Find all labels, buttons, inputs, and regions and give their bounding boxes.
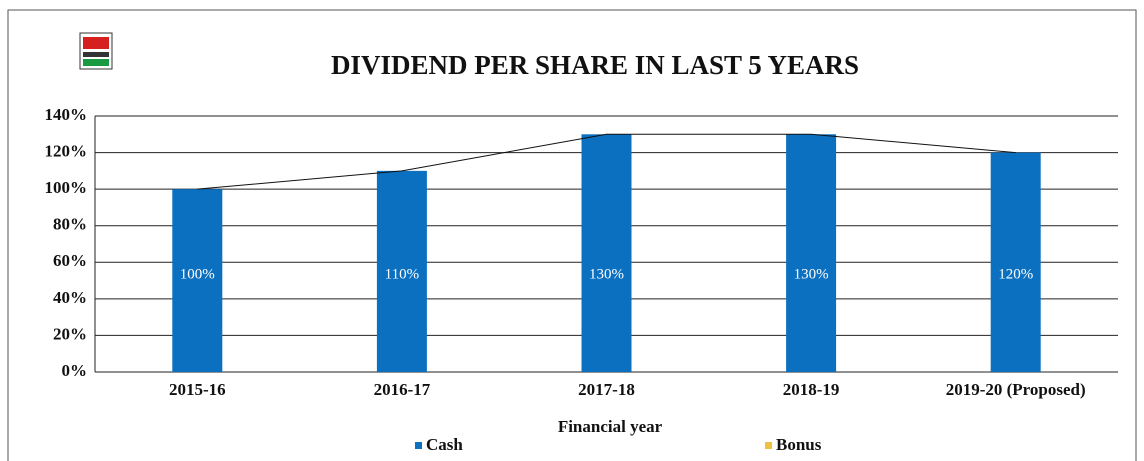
- legend-label: Bonus: [776, 435, 822, 454]
- x-axis-title: Financial year: [558, 417, 663, 436]
- chart-title: DIVIDEND PER SHARE IN LAST 5 YEARS: [331, 50, 859, 80]
- legend-swatch: [415, 442, 422, 449]
- y-tick-label: 40%: [53, 288, 87, 307]
- y-tick-label: 100%: [45, 178, 88, 197]
- logo: [79, 32, 113, 70]
- y-tick-label: 60%: [53, 251, 87, 270]
- y-tick-label: 20%: [53, 324, 87, 343]
- x-tick-label: 2015-16: [169, 380, 226, 399]
- value-label: 130%: [794, 266, 829, 282]
- bar: [581, 134, 632, 372]
- y-tick-label: 80%: [53, 215, 87, 234]
- x-tick-label: 2017-18: [578, 380, 635, 399]
- bar: [376, 170, 427, 372]
- legend-label: Cash: [426, 435, 463, 454]
- y-tick-label: 120%: [45, 141, 88, 160]
- value-label: 100%: [180, 266, 215, 282]
- bar: [786, 134, 837, 372]
- y-tick-label: 0%: [62, 361, 88, 380]
- value-label: 120%: [998, 266, 1033, 282]
- value-label: 130%: [589, 266, 624, 282]
- trend-line: [197, 133, 1016, 190]
- bar: [172, 189, 223, 372]
- legend-swatch: [765, 442, 772, 449]
- x-tick-label: 2016-17: [374, 380, 431, 399]
- logo-green: [83, 59, 109, 66]
- logo-band: [83, 52, 109, 57]
- x-tick-label: 2018-19: [783, 380, 840, 399]
- bar: [990, 152, 1041, 372]
- y-tick-label: 140%: [45, 105, 88, 124]
- value-label: 110%: [385, 266, 419, 282]
- logo-red: [83, 37, 109, 49]
- x-tick-label: 2019-20 (Proposed): [946, 380, 1086, 399]
